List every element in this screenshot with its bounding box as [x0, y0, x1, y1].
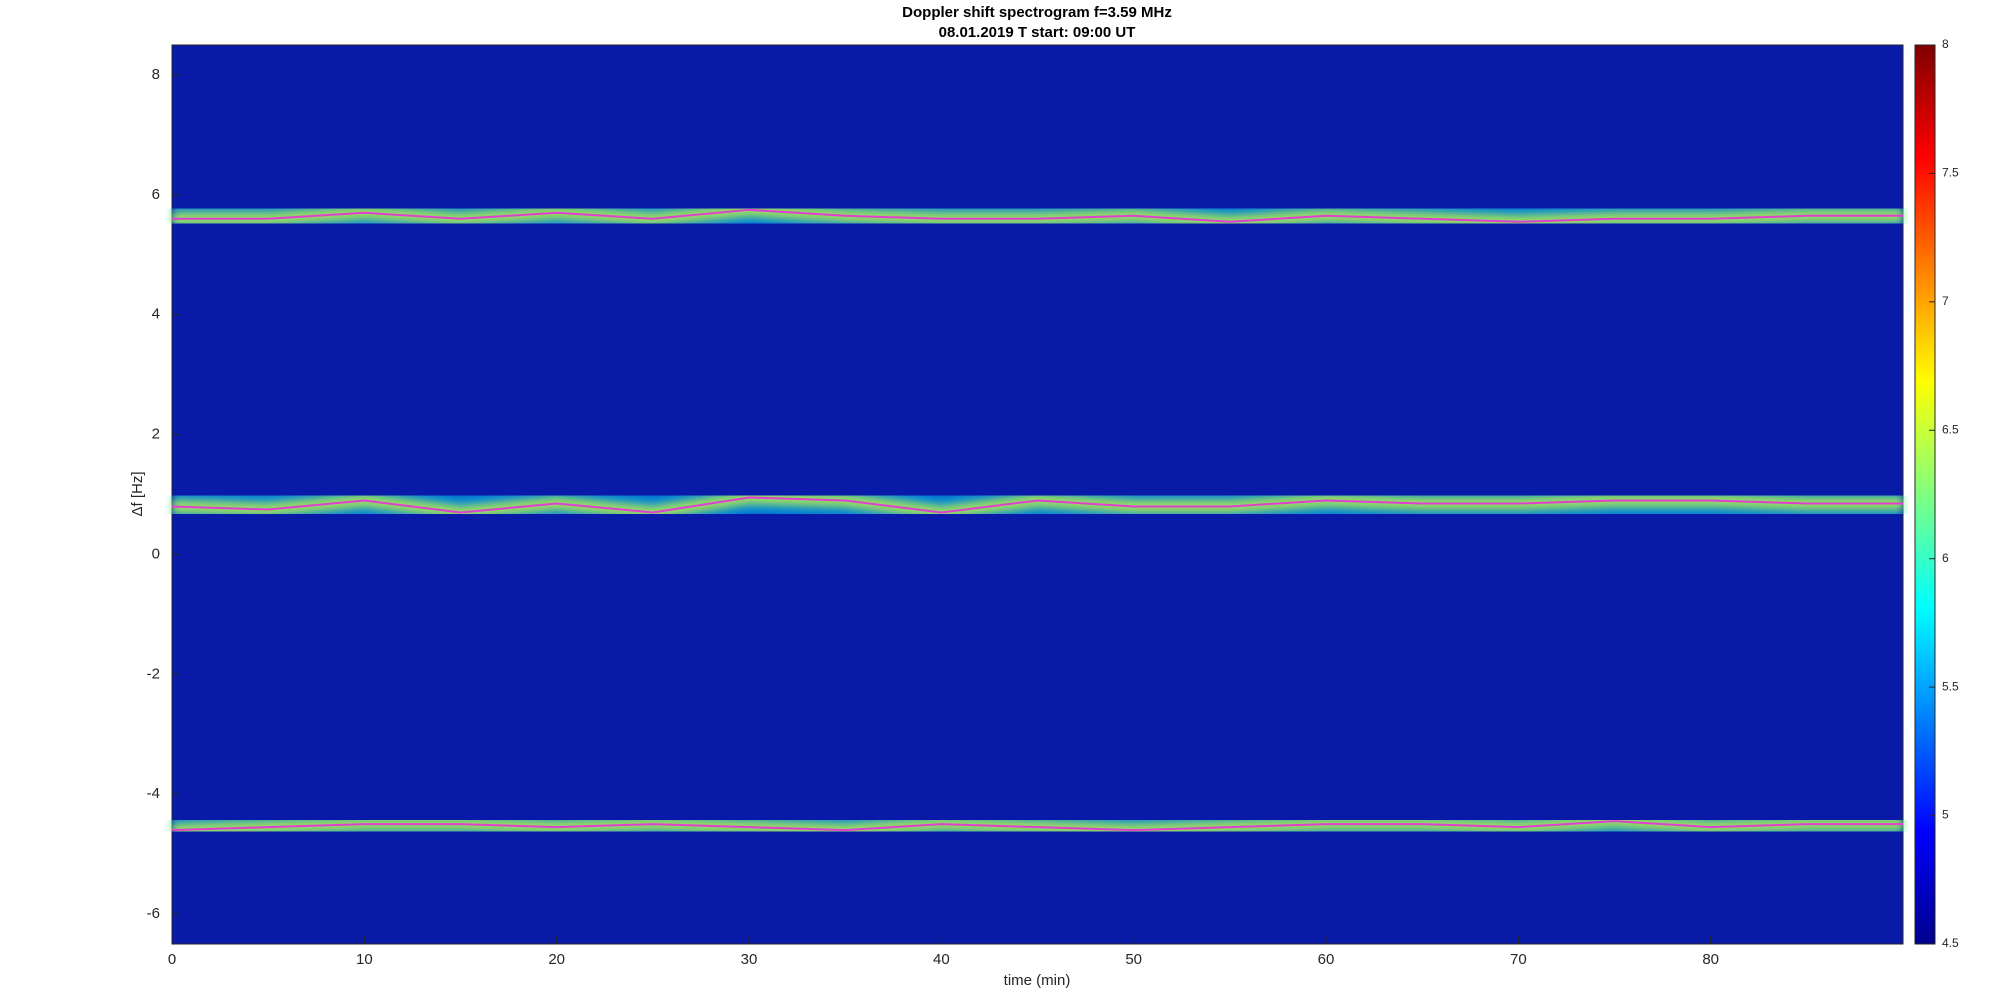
colorbar-tick-label: 5: [1942, 808, 1949, 822]
ridge-trace: [171, 496, 1903, 514]
y-tick-label: 8: [152, 66, 160, 83]
x-axis-label: time (min): [1004, 972, 1071, 989]
y-tick-label: 6: [152, 186, 160, 203]
chart-subtitle: 08.01.2019 T start: 09:00 UT: [939, 24, 1136, 41]
chart-title: Doppler shift spectrogram f=3.59 MHz: [902, 4, 1172, 21]
y-axis-label: Δf [Hz]: [129, 471, 146, 516]
x-tick-label: 80: [1702, 951, 1719, 968]
colorbar-tick-label: 7: [1942, 294, 1949, 308]
x-tick-label: 40: [933, 951, 950, 968]
x-tick-label: 10: [356, 951, 373, 968]
x-tick-label: 50: [1125, 951, 1142, 968]
colorbar-tick-label: 6: [1942, 551, 1949, 565]
x-tick-label: 60: [1318, 951, 1335, 968]
colorbar-tick-label: 4.5: [1942, 936, 1959, 950]
y-tick-label: 4: [152, 306, 160, 323]
ridge-trace: [171, 820, 1903, 832]
ridge-trace: [172, 208, 1903, 223]
x-tick-label: 30: [741, 951, 758, 968]
colorbar-tick-label: 5.5: [1942, 679, 1959, 693]
colorbar-tick-label: 7.5: [1942, 166, 1959, 180]
colorbar-tick-label: 8: [1942, 37, 1949, 51]
x-tick-label: 0: [168, 951, 176, 968]
y-tick-label: 2: [152, 426, 160, 443]
y-tick-label: -4: [147, 785, 160, 802]
x-tick-label: 70: [1510, 951, 1527, 968]
colorbar: [1914, 44, 1936, 945]
colorbar-tick-label: 6.5: [1942, 422, 1959, 436]
y-tick-label: -2: [147, 665, 160, 682]
y-tick-label: -6: [147, 905, 160, 922]
x-tick-label: 20: [548, 951, 565, 968]
y-tick-label: 0: [152, 545, 160, 562]
